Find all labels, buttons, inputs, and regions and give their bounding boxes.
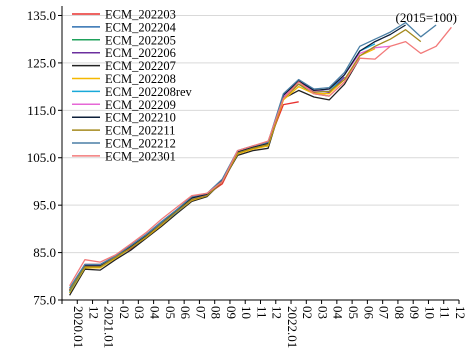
x-tick-label: 08 — [209, 306, 224, 319]
x-tick-label: 12 — [86, 306, 101, 319]
x-tick-label: 06 — [178, 306, 193, 320]
x-tick-label: 05 — [163, 306, 178, 319]
x-tick-label: 11 — [254, 306, 269, 319]
x-tick-label: 04 — [147, 306, 162, 320]
base-year-note: (2015=100) — [396, 10, 458, 25]
x-tick-label: 02 — [300, 306, 315, 319]
legend-entry-label: ECM_202204 — [105, 20, 177, 34]
x-tick-label: 08 — [392, 306, 407, 319]
legend-entry-label: ECM_202208 — [105, 72, 176, 86]
y-tick-label: 125.0 — [27, 55, 56, 70]
series-line-ecm_202301 — [69, 26, 452, 287]
legend-entry-label: ECM_202206 — [105, 46, 176, 60]
x-tick-label: 07 — [377, 306, 392, 320]
series-line-ecm_202211 — [69, 29, 422, 291]
gridlines — [62, 14, 459, 254]
legend-entry-label: ECM_202210 — [105, 111, 176, 125]
x-tick-label: 2022.01 — [285, 306, 300, 348]
legend-entry-label: ECM_202301 — [105, 149, 176, 163]
x-tick-label: 09 — [407, 306, 422, 319]
series-line-ecm_202203 — [69, 101, 299, 290]
y-tick-label: 115.0 — [27, 103, 56, 118]
legend-entry-label: ECM_202211 — [105, 124, 175, 138]
legend-entry-label: ECM_202209 — [105, 98, 176, 112]
x-tick-label: 04 — [331, 306, 346, 320]
y-tick-label: 75.0 — [33, 293, 56, 308]
x-tick-label: 10 — [239, 306, 254, 319]
x-tick-label: 03 — [132, 306, 147, 319]
legend-entry-label: ECM_202205 — [105, 33, 176, 47]
x-tick-label: 12 — [453, 306, 465, 319]
legend: ECM_202203ECM_202204ECM_202205ECM_202206… — [72, 8, 193, 163]
legend-entry-label: ECM_202212 — [105, 137, 176, 151]
series-lines — [69, 21, 452, 296]
y-tick-label: 105.0 — [27, 150, 56, 165]
legend-entry-label: ECM_202208rev — [105, 85, 193, 99]
y-tick-label: 85.0 — [33, 245, 56, 260]
x-tick-label: 06 — [361, 306, 376, 320]
y-tick-label: 135.0 — [27, 8, 56, 23]
x-tick-label: 10 — [422, 306, 437, 319]
x-tick-label: 02 — [117, 306, 132, 319]
x-tick-label: 05 — [346, 306, 361, 319]
x-tick-label: 2021.01 — [102, 306, 117, 348]
x-tick-label: 09 — [224, 306, 239, 319]
x-tick-label: 11 — [438, 306, 453, 319]
x-tick-label: 07 — [193, 306, 208, 320]
x-tick-label: 2020.01 — [71, 306, 86, 348]
x-tick-label: 12 — [270, 306, 285, 319]
legend-entry-label: ECM_202207 — [105, 59, 176, 73]
y-tick-label: 95.0 — [33, 198, 56, 213]
legend-entry-label: ECM_202203 — [105, 8, 176, 22]
x-tick-label: 03 — [315, 306, 330, 319]
